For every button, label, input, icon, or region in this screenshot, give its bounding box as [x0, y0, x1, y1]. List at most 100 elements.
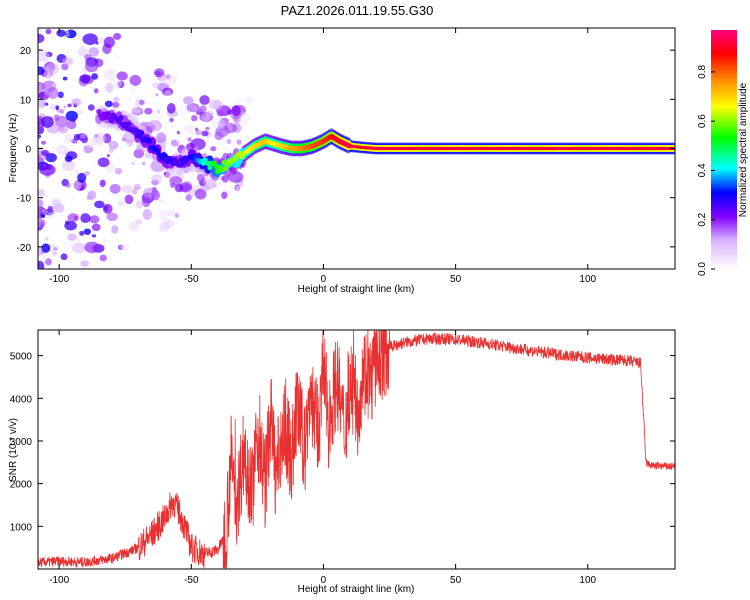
- noise-blob: [45, 51, 53, 58]
- noise-blob: [65, 182, 71, 188]
- snr-y-axis: 1000 2000 3000 4000 5000: [10, 352, 675, 533]
- noise-blob: [233, 97, 244, 106]
- noise-blob: [142, 208, 152, 221]
- noise-blob: [77, 46, 88, 57]
- noise-blob: [210, 122, 217, 130]
- noise-blob: [165, 74, 171, 80]
- noise-blob: [154, 70, 161, 76]
- noise-blob: [216, 110, 225, 117]
- noise-blob: [130, 103, 145, 114]
- noise-blob: [106, 154, 110, 158]
- y-tick-label: -20: [17, 243, 32, 254]
- noise-blob: [205, 110, 215, 117]
- spectrogram-y-label: Frequency (Hz): [8, 114, 19, 183]
- noise-blob: [100, 28, 107, 36]
- noise-blob: [41, 243, 51, 253]
- noise-blob: [196, 173, 205, 183]
- noise-blob: [38, 163, 41, 167]
- noise-blob: [130, 86, 138, 94]
- noise-blob: [87, 104, 95, 111]
- noise-blob: [167, 210, 176, 217]
- x-tick-label: 50: [450, 575, 462, 586]
- noise-blob: [163, 219, 175, 229]
- colorbar-gradient: [711, 30, 737, 269]
- noise-blob: [144, 152, 151, 159]
- ridge-core: [139, 130, 145, 136]
- noise-blob: [133, 183, 141, 191]
- noise-blob: [103, 205, 109, 212]
- noise-blob: [132, 87, 137, 92]
- noise-blob: [91, 234, 97, 238]
- snr-plot-area: [38, 330, 675, 569]
- noise-blob: [38, 135, 41, 140]
- noise-blob: [67, 233, 77, 241]
- x-tick-label: 100: [579, 575, 596, 586]
- snr-frame: [37, 329, 676, 570]
- noise-blob: [63, 105, 67, 109]
- noise-blob: [186, 103, 200, 113]
- noise-blob: [45, 28, 52, 35]
- colorbar-tick-label: 0.2: [697, 212, 708, 226]
- noise-blob: [157, 100, 163, 105]
- noise-blob: [135, 219, 143, 225]
- noise-blob: [230, 101, 235, 106]
- noise-blob: [176, 130, 180, 135]
- noise-blob: [45, 258, 52, 266]
- noise-blob: [58, 124, 69, 134]
- noise-blob: [51, 199, 61, 207]
- noise-blob: [65, 29, 70, 34]
- noise-blob: [98, 37, 105, 45]
- spectrogram-x-axis: -100 -50 0 50 100: [49, 28, 597, 285]
- noise-blob: [47, 211, 56, 218]
- noise-blob: [195, 109, 204, 116]
- noise-blob: [80, 213, 91, 224]
- noise-blob: [41, 140, 47, 145]
- x-tick-label: 0: [321, 274, 327, 285]
- noise-blob: [124, 194, 134, 205]
- colorbar-tick-label: 0.8: [697, 64, 708, 78]
- noise-blob: [190, 131, 195, 136]
- noise-blob: [112, 101, 120, 108]
- noise-blob: [122, 83, 135, 94]
- x-tick-label: 0: [321, 575, 327, 586]
- noise-blob: [214, 131, 224, 141]
- noise-blob: [156, 132, 167, 144]
- noise-blob: [183, 123, 194, 133]
- noise-blob: [113, 33, 122, 40]
- noise-blob: [94, 134, 99, 139]
- noise-blob: [164, 90, 172, 97]
- noise-blob: [108, 140, 119, 150]
- noise-blob: [109, 78, 122, 89]
- noise-blob: [47, 205, 54, 211]
- ridge-core: [108, 118, 114, 124]
- noise-blob: [38, 232, 41, 237]
- x-tick-label: 50: [450, 274, 462, 285]
- noise-blob: [226, 139, 232, 144]
- noise-blob: [99, 179, 106, 187]
- colorbar-label: Normalized spectral amplitude: [738, 82, 749, 217]
- noise-blob: [163, 172, 167, 176]
- noise-blob: [56, 29, 66, 37]
- noise-blob: [38, 199, 44, 208]
- noise-blob: [71, 98, 82, 106]
- noise-blob: [127, 97, 133, 102]
- noise-blob: [103, 36, 115, 48]
- noise-blob: [158, 209, 169, 222]
- x-tick-label: -100: [49, 575, 69, 586]
- noise-blob: [131, 107, 144, 116]
- noise-blob: [55, 105, 60, 111]
- noise-blob: [79, 74, 91, 84]
- noise-blob: [109, 183, 121, 194]
- noise-blob: [104, 68, 117, 81]
- noise-blob: [86, 195, 92, 201]
- noise-blob: [236, 139, 242, 145]
- noise-blob: [65, 29, 77, 39]
- noise-blob: [121, 184, 133, 194]
- noise-blob: [117, 244, 124, 251]
- noise-blob: [83, 145, 94, 154]
- noise-blob: [129, 74, 142, 86]
- noise-blob: [40, 116, 54, 128]
- noise-blob: [162, 87, 174, 96]
- noise-blob: [201, 130, 209, 137]
